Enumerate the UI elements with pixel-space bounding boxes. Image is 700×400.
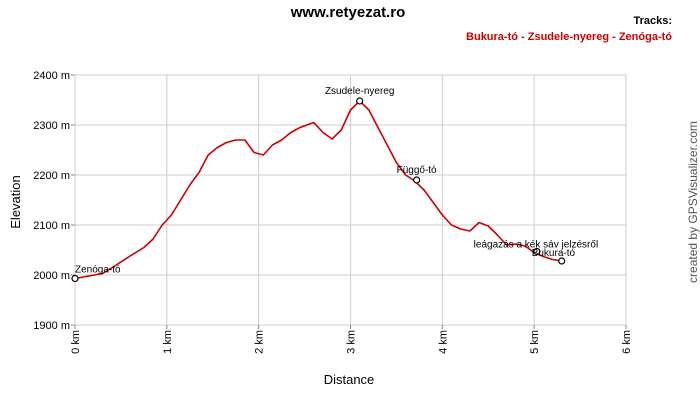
y-tick-labels: 1900 m 2000 m 2100 m 2200 m 2300 m 2400 m — [33, 70, 70, 332]
x-tick-label: 3 km — [346, 330, 358, 354]
waypoints: Zenóga-tó Zsudele-nyereg Függő-tó leágazás … — [71, 86, 599, 283]
credit-text: created by GPSVisualizer.com — [686, 121, 700, 283]
waypoint-marker — [356, 97, 364, 105]
x-tick-label: 0 km — [70, 330, 82, 354]
waypoint-marker — [558, 257, 566, 265]
y-tick-label: 2400 m — [33, 70, 70, 82]
chart-title: www.retyezat.ro — [290, 4, 405, 21]
y-tick-label: 1900 m — [33, 320, 70, 332]
y-axis-title: Elevation — [8, 175, 23, 228]
legend-series-name: Bukura-tó - Zsudele-nyereg - Zenóga-tó — [466, 31, 672, 43]
legend-title: Tracks: — [633, 15, 672, 27]
waypoint-marker — [533, 247, 541, 256]
x-tick-label: 4 km — [437, 330, 449, 354]
waypoint-label: Bukura-tó — [532, 248, 576, 259]
x-axis-title: Distance — [324, 372, 375, 387]
y-tick-label: 2300 m — [33, 120, 70, 132]
waypoint-marker — [71, 274, 79, 283]
x-tick-label: 1 km — [162, 330, 174, 354]
grid — [71, 74, 627, 329]
x-tick-labels: 0 km 1 km 2 km 3 km 4 km 5 km 6 km — [70, 330, 633, 354]
y-tick-label: 2200 m — [33, 170, 70, 182]
waypoint-marker — [413, 176, 421, 184]
waypoint-label: Zsudele-nyereg — [325, 86, 394, 97]
waypoint-label: Zenóga-tó — [75, 265, 121, 276]
x-tick-label: 2 km — [254, 330, 266, 354]
y-tick-label: 2000 m — [33, 270, 70, 282]
waypoint-label: Függő-tó — [397, 165, 437, 176]
x-tick-label: 5 km — [529, 330, 541, 354]
waypoint-label: leágazás a kék sáv jelzésről — [474, 240, 599, 251]
y-tick-label: 2100 m — [33, 220, 70, 232]
x-tick-label: 6 km — [621, 330, 633, 354]
series-line — [74, 100, 562, 280]
